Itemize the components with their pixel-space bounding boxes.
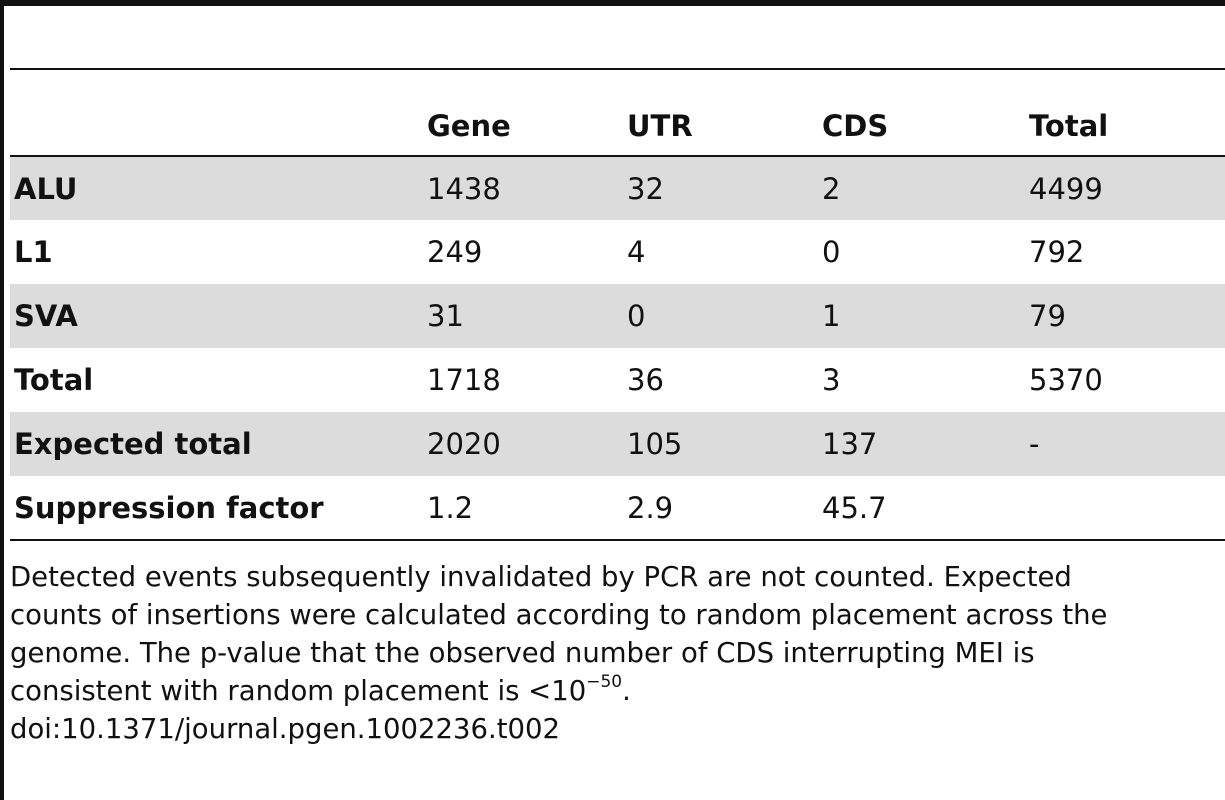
footnote-line: genome. The p-value that the observed nu… xyxy=(10,637,1035,669)
cell-total: - xyxy=(1029,427,1040,461)
row-label: Suppression factor xyxy=(14,490,324,525)
cell-cds: 2 xyxy=(822,171,841,206)
row-label: Expected total xyxy=(14,427,252,461)
cell-utr: 36 xyxy=(627,363,664,397)
cell-total: 79 xyxy=(1029,299,1066,333)
p-value-exponent: −50 xyxy=(586,672,623,692)
cell-utr: 32 xyxy=(627,171,664,206)
header-cell-empty xyxy=(10,69,427,156)
header-cell-gene: Gene xyxy=(427,109,511,143)
left-border-bar xyxy=(0,0,4,800)
cell-utr: 105 xyxy=(627,427,683,461)
cell-total xyxy=(1029,476,1225,540)
mei-counts-table: Gene UTR CDS Total ALU 1438 32 2 4499 L1… xyxy=(10,68,1225,541)
cell-gene: 1718 xyxy=(427,363,501,397)
row-label: ALU xyxy=(14,171,78,206)
cell-cds: 137 xyxy=(822,427,878,461)
table-row-total: Total 1718 36 3 5370 xyxy=(10,348,1225,412)
cell-cds: 0 xyxy=(822,235,841,269)
cell-total: 5370 xyxy=(1029,363,1103,397)
cell-cds: 45.7 xyxy=(822,490,887,525)
cell-gene: 31 xyxy=(427,299,464,333)
header-cell-total: Total xyxy=(1029,109,1109,143)
table-row-l1: L1 249 4 0 792 xyxy=(10,220,1225,284)
footnote-line-end: . xyxy=(622,675,631,707)
top-rule xyxy=(0,0,1225,6)
table-footnote: Detected events subsequently invalidated… xyxy=(10,558,1222,748)
cell-gene: 249 xyxy=(427,235,483,269)
doi-link[interactable]: doi:10.1371/journal.pgen.1002236.t002 xyxy=(10,713,561,745)
table-row-suppression-factor: Suppression factor 1.2 2.9 45.7 xyxy=(10,476,1225,540)
cell-gene: 2020 xyxy=(427,427,501,461)
cell-gene: 1.2 xyxy=(427,490,474,525)
footnote-line: consistent with random placement is <10−… xyxy=(10,672,1222,710)
footnote-line-text: consistent with random placement is <10 xyxy=(10,675,587,707)
header-cell-utr: UTR xyxy=(627,109,693,143)
cell-total: 4499 xyxy=(1029,171,1103,206)
cell-cds: 3 xyxy=(822,363,841,397)
row-label: Total xyxy=(14,363,94,397)
row-label: L1 xyxy=(14,235,53,269)
cell-utr: 0 xyxy=(627,299,646,333)
header-cell-cds: CDS xyxy=(822,109,889,143)
cell-utr: 4 xyxy=(627,235,646,269)
table-row-alu: ALU 1438 32 2 4499 xyxy=(10,156,1225,220)
data-table-container: Gene UTR CDS Total ALU 1438 32 2 4499 L1… xyxy=(10,68,1225,541)
footnote-line: Detected events subsequently invalidated… xyxy=(10,561,1072,593)
table-row-sva: SVA 31 0 1 79 xyxy=(10,284,1225,348)
cell-total: 792 xyxy=(1029,235,1085,269)
cell-utr: 2.9 xyxy=(627,490,674,525)
header-row: Gene UTR CDS Total xyxy=(10,69,1225,156)
cell-cds: 1 xyxy=(822,299,841,333)
cell-gene: 1438 xyxy=(427,171,501,206)
row-label: SVA xyxy=(14,299,78,333)
footnote-line: counts of insertions were calculated acc… xyxy=(10,599,1108,631)
table-row-expected-total: Expected total 2020 105 137 - xyxy=(10,412,1225,476)
